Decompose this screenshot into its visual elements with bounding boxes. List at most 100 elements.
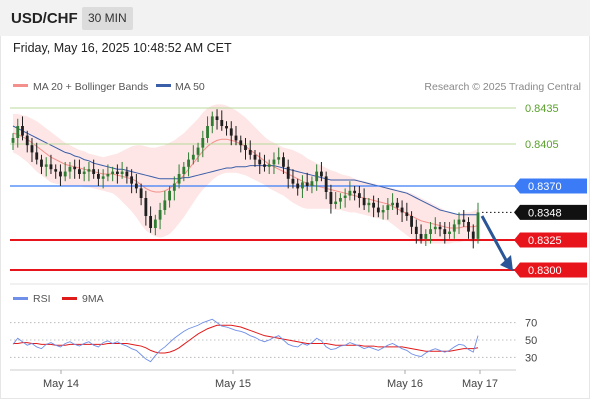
candle-body [220,120,224,126]
candle-body [452,224,456,232]
candle-body [400,207,404,213]
header-bar: USD/CHF 30 MIN [0,0,590,36]
candle-body [215,116,219,120]
time-tick-label: May 16 [387,378,423,390]
candle-body [120,171,124,174]
candle-body [476,212,480,239]
candle-body [310,181,314,186]
candle-body [182,166,186,174]
candle-body [177,174,181,184]
candle-body [125,171,129,177]
candle-body [44,164,48,167]
candle-body [253,154,257,160]
ma9-legend-label: 9MA [82,293,104,305]
candle-body [82,171,86,174]
candle-body [115,171,119,174]
candle-body [59,171,62,177]
level-tag-0.8370 [514,178,587,194]
candle-body [424,234,428,239]
ma9-legend-swatch [62,297,77,300]
candle-body [405,212,409,216]
candle-body [258,159,262,165]
candle-body [391,202,395,206]
candle-body [429,229,432,234]
forecast-arrow-head [500,255,513,271]
forecast-arrow-shaft [480,215,509,263]
level-label-0.8325: 0.8325 [528,235,562,247]
candle-body [96,174,100,179]
candle-body [410,216,413,227]
candle-body [21,126,24,136]
candle-body [320,171,323,177]
candle-body [11,138,15,143]
forecast-arrow [480,215,513,271]
candle-body [158,210,162,220]
credit-text: Research © 2025 Trading Central [424,81,581,93]
candle-body [92,169,96,174]
candle-body [234,135,238,141]
candle-body [362,198,366,206]
candle-body [187,159,190,167]
symbol-label: USD/CHF [11,10,78,27]
level-label-0.8348: 0.8348 [528,207,562,219]
candle-body [357,193,361,198]
candle-body [239,140,243,146]
candle-body [386,205,390,210]
candle-body [106,174,110,177]
candle-body [210,116,214,126]
candle-body [462,219,466,222]
rsi-tick-50: 50 [525,335,537,347]
ma50-line [12,125,478,216]
candle-body [49,164,53,170]
interval-badge[interactable]: 30 MIN [82,7,133,30]
candle-body [63,171,67,177]
rsi-tick-30: 30 [525,352,537,364]
candle-body [144,198,148,216]
candle-body [168,190,171,201]
bollinger-band-fill [13,104,478,244]
candle-body [263,164,266,167]
candle-body [229,128,233,136]
candle-body [272,159,276,165]
candle-body [381,210,385,213]
candle-body [248,150,252,155]
level-label-0.8300: 0.8300 [528,265,562,277]
candles [11,109,480,249]
candle-body [40,159,43,167]
candle-body [443,229,447,234]
candle-body [225,126,228,129]
time-axis: May 14 May 15 May 16 May 17 [10,369,516,390]
candle-body [139,188,143,198]
candle-body [153,219,157,228]
candle-body [348,190,352,196]
ma50-legend-label: MA 50 [175,81,205,93]
candle-body [343,195,347,198]
candle-body [149,216,153,228]
candle-body [438,226,442,230]
candle-body [467,222,470,232]
candle-body [291,178,295,184]
candle-body [30,145,34,153]
candle-body [414,226,418,234]
level-tag-0.8300 [514,262,587,278]
time-tick-label: May 15 [215,378,251,390]
candle-body [367,202,371,206]
candle-body [448,231,451,234]
bb-legend-label: MA 20 + Bollinger Bands [33,81,148,93]
candle-body [172,183,176,191]
candle-body [134,183,138,189]
candle-body [244,145,247,150]
level-label-0.8405: 0.8405 [525,139,559,151]
candle-body [25,135,29,146]
candle-body [334,201,338,204]
candle-body [130,176,134,184]
candle-body [305,182,309,186]
level-label-0.8435: 0.8435 [525,103,559,115]
rsi-legend-label: RSI [33,293,51,305]
candle-body [471,231,475,239]
bb-legend-swatch [13,84,28,87]
candle-body [111,171,115,174]
level-label-0.8370: 0.8370 [528,181,562,193]
candle-body [296,183,300,189]
